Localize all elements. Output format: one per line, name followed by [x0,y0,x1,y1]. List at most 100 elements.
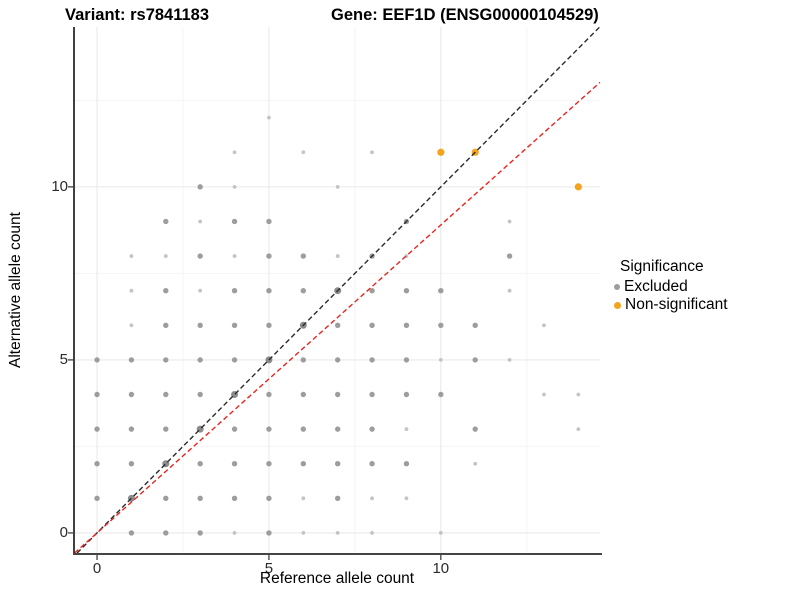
data-point-excluded [438,287,444,294]
data-point-excluded [300,426,307,432]
legend-items: Excluded Non-significant [612,278,728,314]
data-point-excluded [197,495,203,502]
x-tick-label: 0 [92,560,102,577]
data-point-excluded [267,115,271,120]
data-point-excluded [197,461,203,467]
data-point-excluded [231,426,238,432]
data-point-excluded [94,495,100,502]
legend-item: Excluded [612,278,728,296]
legend: Significance Excluded Non-significant [612,258,728,314]
data-point-excluded [198,219,203,224]
data-point-excluded [370,150,374,155]
data-point-excluded [232,150,237,155]
data-point-excluded [94,357,100,363]
data-point-excluded [232,184,237,189]
data-point-excluded [403,322,410,328]
data-point-excluded [403,391,410,398]
legend-dot-icon [614,284,620,290]
data-point-excluded [266,322,272,328]
data-point-excluded [369,391,375,398]
data-point-excluded [301,496,306,501]
data-point-excluded [335,531,340,535]
data-point-excluded [163,218,169,225]
data-point-excluded [232,254,237,258]
data-point-excluded [542,323,546,328]
x-axis-title: Reference allele count [259,570,415,587]
data-point-excluded [438,358,443,362]
data-point-excluded [334,391,341,398]
data-point-excluded [403,461,410,467]
data-point-excluded [576,392,581,397]
y-axis-title: Alternative allele count [7,212,24,368]
data-point-excluded [266,218,272,225]
data-point-excluded [403,357,410,363]
legend-dot-icon [614,301,621,309]
y-tick-label: 0 [59,523,68,541]
data-point-excluded [94,461,100,467]
data-point-excluded [128,357,135,363]
data-point-excluded [231,357,238,363]
data-point-excluded [197,322,203,328]
data-point-excluded [404,427,409,432]
y-tick-label: 10 [51,177,68,195]
data-point-excluded [369,357,375,363]
data-point-excluded [334,357,341,363]
data-point-excluded [300,391,307,398]
data-point-excluded [472,322,478,328]
data-point-excluded [473,461,478,466]
data-point-excluded [129,323,134,328]
data-point-excluded [129,254,134,258]
data-point-excluded [334,495,341,502]
data-point-excluded [438,531,443,535]
data-point-excluded [507,358,512,362]
data-point-excluded [335,184,340,189]
data-point-excluded [231,461,238,467]
x-tick-label: 10 [432,560,450,577]
data-point-excluded [129,288,134,293]
identity-line [76,26,601,554]
data-point-excluded [438,322,444,328]
data-point-excluded [506,253,513,259]
data-point-excluded [266,287,272,294]
data-point-excluded [163,495,169,502]
data-point-excluded [231,322,238,328]
data-point-excluded [94,426,100,432]
data-point-excluded [369,287,375,294]
data-point-excluded [197,530,203,536]
data-point-non-significant [574,183,582,191]
data-point-excluded [163,357,169,363]
data-point-excluded [334,461,341,467]
data-point-excluded [197,391,203,398]
data-point-excluded [163,254,168,258]
plot-title-variant: Variant: rs7841183 [65,6,210,24]
data-point-excluded [198,288,203,293]
data-point-excluded [472,426,478,432]
data-point-excluded [301,150,306,155]
data-point-excluded [403,287,410,294]
data-point-excluded [404,496,409,501]
data-point-excluded [197,184,203,190]
data-point-excluded [369,461,375,467]
legend-item-label: Non-significant [625,296,728,313]
data-point-excluded [266,426,272,432]
data-point-excluded [197,357,203,363]
data-point-excluded [197,253,203,259]
data-point-excluded [128,530,135,536]
data-point-excluded [266,391,272,398]
data-point-excluded [266,530,272,536]
legend-item: Non-significant [612,296,728,314]
data-point-excluded [542,392,546,397]
data-point-excluded [300,253,307,259]
data-point-excluded [163,322,169,328]
data-point-excluded [163,287,169,294]
data-point-excluded [370,496,374,501]
legend-title: Significance [620,258,704,275]
data-point-excluded [472,357,478,363]
expected-ratio-line [74,81,601,554]
data-point-excluded [507,219,512,224]
data-point-excluded [369,322,375,328]
data-point-excluded [334,426,341,432]
data-point-excluded [300,461,307,467]
data-point-excluded [300,357,307,363]
data-point-excluded [266,253,272,259]
